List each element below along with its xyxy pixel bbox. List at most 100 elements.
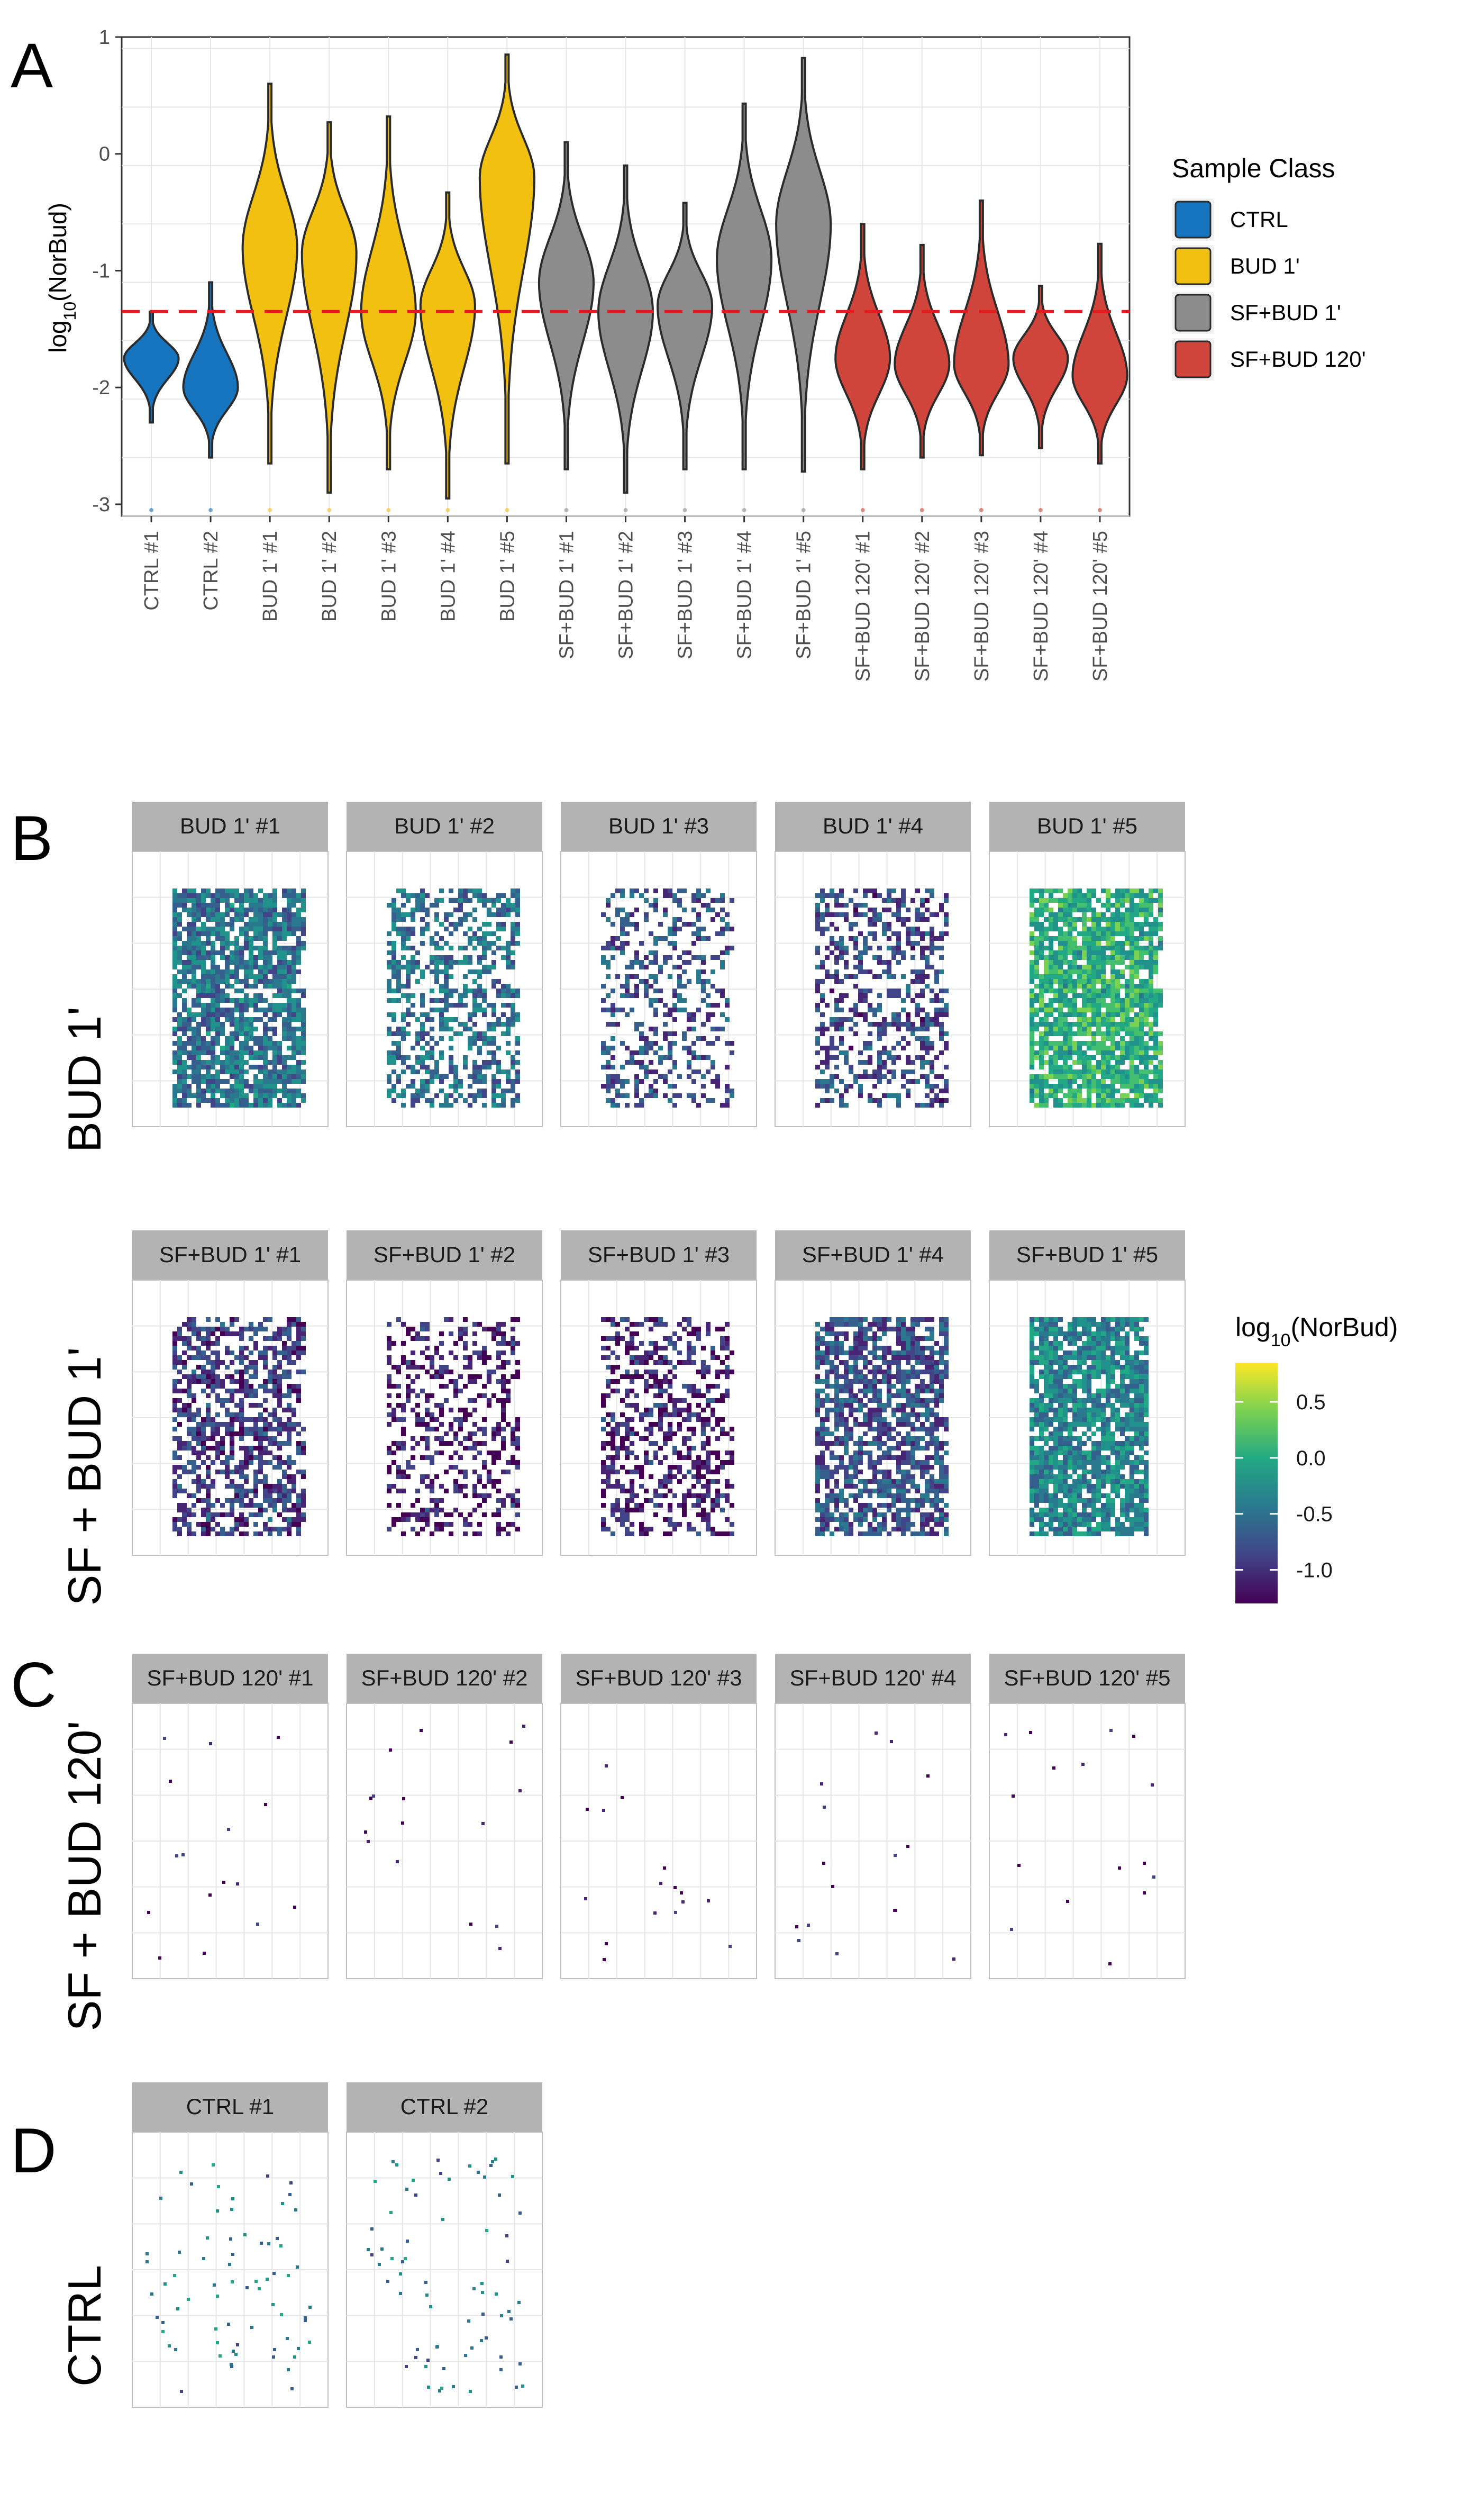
facet-strip-label: SF+BUD 1' #5 (1016, 1242, 1158, 1267)
legend-label-ctrl: CTRL (1230, 207, 1288, 232)
row-label-sf-bud: SF + BUD 1' (58, 1347, 111, 1606)
violin-x-tick-label: CTRL #1 (141, 531, 163, 611)
legend-entries: CTRL BUD 1' SF+BUD 1' SF+BUD 120' (1172, 198, 1366, 380)
facet-strip (561, 1230, 757, 1280)
violin-bud-1-3 (360, 115, 417, 470)
heatmap-cells (601, 889, 734, 1108)
facet-sf-bud-1-2: SF+BUD 1' #2 (346, 1230, 543, 1556)
heatmap-cells (172, 1317, 306, 1536)
violin-y-tick-label: 0 (99, 143, 110, 166)
violin-x-tick-label: CTRL #2 (200, 531, 222, 611)
violin-sf-bud-120-5 (1071, 242, 1128, 465)
legend-swatch-sf-bud-1 (1174, 294, 1212, 332)
heatmap-cells (601, 889, 734, 1108)
row-label-sf-bud-120: SF + BUD 120' (58, 1721, 111, 2032)
facet-strip-label: BUD 1' #3 (608, 813, 709, 838)
sample-class-legend: Sample Class CTRL BUD 1' SF+BUD 1' SF+BUD 1… (1172, 153, 1366, 380)
heatmap-cells (387, 889, 520, 1108)
facet-strip-label: BUD 1' #2 (394, 813, 495, 838)
colorbar-tick-label: -0.5 (1296, 1503, 1333, 1526)
facet-strip (132, 1654, 328, 1703)
facet-strip-label: SF+BUD 120' #1 (147, 1665, 313, 1690)
heatmap-cells (601, 889, 734, 1108)
violin-floor-point (1097, 507, 1102, 512)
facet-sf-bud-1-4: SF+BUD 1' #4 (775, 1230, 971, 1556)
facet-strip-label: SF+BUD 120' #5 (1004, 1665, 1170, 1690)
violin-floor-point (919, 507, 924, 512)
facet-strip-label: SF+BUD 1' #2 (374, 1242, 515, 1267)
heatmap-cells (387, 1317, 520, 1536)
facet-ctrl-1: CTRL #1 (132, 2082, 329, 2408)
facet-strip (989, 1654, 1185, 1703)
violin-x-tick-label: BUD 1' #4 (437, 531, 459, 622)
row-label-ctrl: CTRL (58, 2265, 111, 2387)
colorbar-legend: log10(NorBud) 0.5 0.0 -0.5 -1.0 (1235, 1312, 1398, 1603)
facet-strip-label: SF+BUD 1' #3 (588, 1242, 730, 1267)
violin-floor-point (860, 507, 865, 512)
violin-x-tick-label: SF+BUD 1' #5 (793, 531, 815, 659)
violin-y-tick-label: 1 (99, 26, 110, 49)
facet-strip (989, 1230, 1185, 1280)
violin-x-tick-label: SF+BUD 1' #3 (675, 531, 697, 659)
violin-sf-bud-120-4 (1012, 285, 1069, 449)
violin-sf-bud-120-3 (953, 200, 1010, 457)
violin-sf-bud-1-3 (656, 202, 714, 470)
heatmap-cells (601, 1317, 734, 1536)
facet-bud-1-4: BUD 1' #4 (775, 802, 971, 1127)
violin-floor-point (742, 507, 746, 512)
violin-floor-point (149, 507, 154, 512)
colorbar-tick-label: -1.0 (1296, 1559, 1333, 1582)
facet-bud-1-3: BUD 1' #3 (560, 802, 757, 1127)
heatmap-cells (830, 893, 944, 1103)
violin-bud-1-2 (300, 121, 358, 494)
violin-x-tick-label: SF+BUD 1' #4 (734, 531, 756, 659)
heatmap-cells (387, 889, 520, 1108)
violin-x-tick-label: SF+BUD 1' #1 (556, 531, 578, 659)
row-label-bud: BUD 1' (58, 1007, 111, 1153)
heatmap-cells (172, 889, 306, 1108)
violin-y-tick-label: -3 (92, 494, 110, 516)
facet-sf-bud-120-2: SF+BUD 120' #2 (346, 1654, 543, 1979)
violin-panel: 1 0 -1 -2 -3 CTRL #1 CTRL #2 BUD 1' #1 BUD 1' #… (44, 26, 1366, 682)
violin-y-ticks: 1 0 -1 -2 -3 (92, 26, 122, 516)
facet-strip (561, 1654, 757, 1703)
facet-strip (347, 2082, 542, 2132)
violin-sf-bud-1-5 (775, 57, 832, 473)
heatmap-cells (1030, 1317, 1149, 1536)
violin-floor-point (505, 507, 509, 512)
violin-y-axis-title: log10(NorBud) (44, 203, 79, 353)
violin-marks (123, 53, 1128, 512)
violin-ctrl-2 (182, 281, 239, 459)
legend-swatch-bud-1 (1174, 247, 1212, 285)
heatmap-cells (815, 1317, 949, 1536)
violin-floor-point (682, 507, 687, 512)
violin-floor-point (208, 507, 213, 512)
violin-sf-bud-1-1 (538, 141, 595, 470)
panel-letter-a: A (11, 30, 53, 101)
heatmap-cells (815, 889, 949, 1108)
heatmap-cells (1030, 1317, 1149, 1536)
violin-x-tick-labels: CTRL #1 CTRL #2 BUD 1' #1 BUD 1' #2 BUD 1' #… (141, 516, 1112, 682)
violin-floor-point (801, 507, 806, 512)
heatmap-cells (1030, 889, 1163, 1108)
facet-strip (132, 1230, 328, 1280)
facet-strip-label: SF+BUD 120' #4 (789, 1665, 956, 1690)
facet-strip (775, 1654, 971, 1703)
violin-bud-1-5 (478, 53, 535, 465)
facet-strip (561, 802, 757, 851)
facet-sf-bud-120-3: SF+BUD 120' #3 (560, 1654, 757, 1979)
facet-strip (347, 1230, 542, 1280)
legend-label-bud-1: BUD 1' (1230, 253, 1300, 278)
violin-x-tick-label: SF+BUD 120' #4 (1030, 531, 1052, 682)
facet-strip-label: SF+BUD 120' #2 (361, 1665, 527, 1690)
violin-x-tick-label: BUD 1' #5 (496, 531, 518, 622)
violin-floor-point (564, 507, 569, 512)
violin-floor-point (1038, 507, 1043, 512)
facet-strip-label: CTRL #2 (400, 2094, 489, 2119)
heatmap-cells (815, 889, 949, 1108)
legend-swatch-ctrl (1174, 201, 1212, 239)
facet-sf-bud-1-3: SF+BUD 1' #3 (560, 1230, 757, 1556)
colorbar-tick-label: 0.5 (1296, 1391, 1326, 1414)
violin-bud-1-4 (419, 191, 476, 500)
